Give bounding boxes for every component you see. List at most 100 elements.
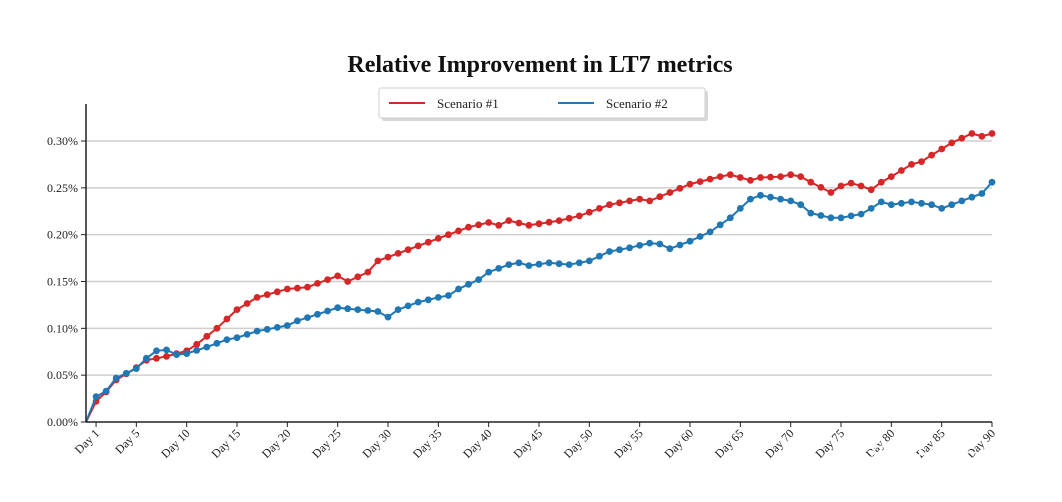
data-point [676,184,684,192]
x-tick-label: Day 30 [359,426,394,461]
legend: Scenario #1 Scenario #2 [378,87,708,121]
data-point [434,294,442,301]
legend-label-scenario-1: Scenario #1 [437,96,499,111]
series-line-1 [85,132,993,423]
data-point [968,193,976,201]
data-point [153,347,160,355]
data-point [485,219,493,226]
data-point [978,190,986,197]
data-point [515,219,523,227]
data-point [696,233,704,240]
data-point [747,176,754,184]
data-point [918,158,925,166]
x-tick-label: Day 1 [72,426,102,456]
x-tick-label: Day 65 [712,426,747,461]
data-point [777,195,784,203]
data-point [948,139,956,147]
data-point [827,189,835,196]
data-point [354,273,362,281]
data-point [575,259,583,267]
data-point [495,265,503,272]
data-point [716,173,724,181]
watermark-text: 知乎 @快手技术 [842,443,1032,473]
data-point [434,235,442,242]
data-point [525,262,533,269]
data-point [263,325,271,333]
data-point [877,198,885,206]
data-point [354,306,362,313]
data-point [404,302,412,310]
data-point [324,307,331,315]
data-point [545,259,553,267]
data-point [273,324,281,331]
data-point [867,205,875,212]
data-point [817,184,825,191]
data-point [475,276,482,283]
data-point [193,346,201,354]
data-point [445,292,452,299]
data-point [706,228,714,236]
data-point [122,369,130,377]
data-point [928,151,935,159]
x-tick-label: Day 35 [410,426,445,461]
data-point [223,336,231,343]
data-point [424,296,432,304]
data-point [767,193,774,201]
data-point [394,250,402,257]
data-point [163,346,170,354]
data-point [988,178,996,186]
data-point [736,205,744,212]
data-point [334,304,342,312]
x-tick-label: Day 45 [510,426,545,461]
legend-box [378,87,706,119]
data-point [817,212,825,219]
data-point [686,180,694,188]
data-point [304,314,311,321]
data-point [626,197,633,205]
data-point [505,261,513,268]
data-point [807,209,815,217]
data-point [837,182,845,190]
x-tick-label: Day 70 [762,426,797,461]
x-tick-label: Day 60 [661,426,696,461]
data-point [475,221,482,229]
data-point [867,186,875,194]
data-point [666,245,674,253]
data-point [253,294,261,301]
data-point [726,214,734,222]
x-tick-label: Day 55 [611,426,646,461]
series-line-2 [85,181,993,423]
data-point [364,268,372,276]
data-point [414,242,422,250]
y-tick-labels: 0.00% 0.05% 0.10% 0.15% 0.20% 0.25% 0.30% [47,134,86,429]
data-point [797,201,805,209]
data-point [485,268,493,276]
x-tick-label: Day 20 [259,426,294,461]
data-point [958,197,966,205]
data-point [636,242,644,249]
data-point [656,240,664,248]
data-point [253,327,261,335]
data-point [233,334,241,342]
data-point [525,221,533,229]
data-point [364,307,372,314]
data-point [646,239,654,247]
data-point [696,178,704,186]
data-point [918,199,925,207]
data-point [404,246,412,254]
data-point [847,179,855,187]
data-point [394,306,402,313]
data-point [747,195,754,203]
y-tick-label: 0.15% [47,275,78,289]
data-point [203,343,211,351]
data-point [213,339,221,347]
data-point [465,223,472,231]
x-tick-label: Day 5 [112,426,142,456]
data-point [898,199,905,207]
data-point [243,331,251,338]
x-tick-label: Day 50 [561,426,596,461]
data-point [767,173,774,181]
data-point [555,217,563,225]
data-point [666,189,674,196]
data-point [857,182,865,190]
